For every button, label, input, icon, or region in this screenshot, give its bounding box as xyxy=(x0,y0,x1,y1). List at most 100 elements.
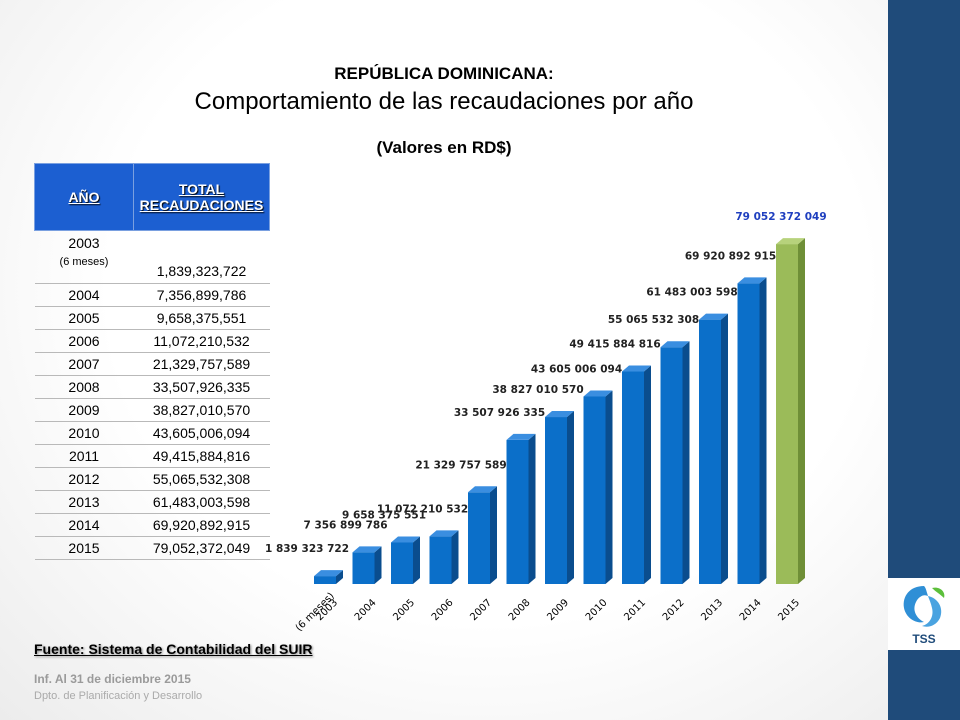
bar-side xyxy=(759,277,767,584)
data-label: 55 065 532 308 xyxy=(608,314,699,326)
bar-front xyxy=(429,536,452,584)
year-note: (6 meses) xyxy=(59,256,109,268)
table-cell-value: 11,072,210,532 xyxy=(133,329,270,353)
table-cell-value: 55,065,532,308 xyxy=(133,467,270,491)
bar-front xyxy=(622,371,644,584)
bar-1 xyxy=(352,546,382,584)
table-cell-year: 2008 xyxy=(34,375,134,399)
year-text: 2005 xyxy=(68,310,100,326)
bar-12 xyxy=(776,238,805,584)
table-row: 2005 9,658,375,551 xyxy=(34,306,270,330)
tss-logo-icon xyxy=(903,586,945,627)
bar-5 xyxy=(506,433,536,584)
data-label: 21 329 757 589 xyxy=(415,459,506,471)
bar-front xyxy=(391,542,413,584)
department-label: Dpto. de Planificación y Desarrollo xyxy=(34,690,203,702)
category-label: 2005 xyxy=(391,597,417,623)
header-year: AÑO xyxy=(34,163,134,231)
bar-8 xyxy=(622,365,651,584)
source-note: Fuente: Sistema de Contabilidad del SUIR xyxy=(34,641,313,657)
bar-front xyxy=(737,283,760,584)
bar-front xyxy=(660,347,683,584)
logo-label: TSS xyxy=(912,632,936,646)
bar-side xyxy=(644,365,651,584)
bar-front xyxy=(699,319,721,584)
data-label: 33 507 926 335 xyxy=(454,407,545,419)
table-cell-year: 2014 xyxy=(34,513,134,537)
bar-front xyxy=(776,244,798,584)
data-label: 1 839 323 722 xyxy=(265,543,349,555)
table-cell-value: 33,507,926,335 xyxy=(133,375,270,399)
table-cell-value: 49,415,884,816 xyxy=(133,444,270,468)
year-text: 2009 xyxy=(68,402,100,418)
table-cell-value: 38,827,010,570 xyxy=(133,398,270,422)
table-row: 2006 11,072,210,532 xyxy=(34,329,270,353)
table-cell-value: 79,052,372,049 xyxy=(133,536,270,560)
table-row: 2012 55,065,532,308 xyxy=(34,467,270,491)
bar-side xyxy=(605,390,613,584)
year-text: 2010 xyxy=(68,425,100,441)
table-cell-value: 1,839,323,722 xyxy=(133,230,270,284)
title-country: REPÚBLICA DOMINICANA: xyxy=(334,64,554,83)
bar-top xyxy=(737,277,767,284)
table-cell-value: 7,356,899,786 xyxy=(133,283,270,307)
year-text: 2012 xyxy=(68,471,100,487)
bar-4 xyxy=(468,486,497,584)
table-cell-year: 2006 xyxy=(34,329,134,353)
table-cell-year: 2005 xyxy=(34,306,134,330)
bar-2 xyxy=(391,536,420,584)
header-total: TOTAL RECAUDACIONES xyxy=(133,163,270,231)
category-label: 2009 xyxy=(545,597,571,623)
data-label: 61 483 003 598 xyxy=(646,287,737,299)
category-label: 2010 xyxy=(584,597,610,623)
table-cell-year: 2004 xyxy=(34,283,134,307)
table-row: 2009 38,827,010,570 xyxy=(34,398,270,422)
category-label: 2015 xyxy=(776,597,802,623)
table-header-row: AÑO TOTAL RECAUDACIONES xyxy=(34,163,270,231)
bar-top xyxy=(699,313,728,320)
bar-0 xyxy=(314,570,343,584)
table-cell-value: 21,329,757,589 xyxy=(133,352,270,376)
category-label: 2006 xyxy=(430,597,456,623)
bar-6 xyxy=(545,411,574,584)
table-row: 2011 49,415,884,816 xyxy=(34,444,270,468)
bar-top xyxy=(391,536,420,543)
table-cell-year: 2003 (6 meses) xyxy=(34,230,134,284)
category-label: 2007 xyxy=(468,597,494,623)
bar-front xyxy=(506,439,529,584)
data-label: 11 072 210 532 xyxy=(377,503,468,515)
bar-7 xyxy=(583,390,613,584)
data-label: 43 605 006 094 xyxy=(531,363,622,375)
bar-9 xyxy=(660,341,690,584)
data-label: 7 356 899 786 xyxy=(303,519,387,531)
bar-side xyxy=(798,238,805,584)
category-label: 2011 xyxy=(622,597,648,623)
table-cell-year: 2015 xyxy=(34,536,134,560)
bar-side xyxy=(490,486,497,584)
bar-top xyxy=(660,341,690,348)
units-subtitle: (Valores en RD$) xyxy=(376,138,512,157)
table-row: 2014 69,920,892,915 xyxy=(34,513,270,537)
category-label: 2013 xyxy=(699,597,725,623)
bar-11 xyxy=(737,277,767,584)
year-text: 2004 xyxy=(68,287,100,303)
bar-side xyxy=(413,536,420,584)
year-text: 2013 xyxy=(68,494,100,510)
table-cell-year: 2009 xyxy=(34,398,134,422)
table-body: 2003 (6 meses) 1,839,323,722 2004 7,356,899,… xyxy=(34,230,270,560)
year-text: 2007 xyxy=(68,356,100,372)
table-cell-value: 9,658,375,551 xyxy=(133,306,270,330)
table-cell-value: 43,605,006,094 xyxy=(133,421,270,445)
category-label: 2008 xyxy=(507,597,533,623)
bar-10 xyxy=(699,313,728,584)
bar-top xyxy=(506,433,536,440)
bar-side xyxy=(336,570,343,584)
data-label: 9 658 375 551 xyxy=(342,509,426,521)
year-text: 2008 xyxy=(68,379,100,395)
table-cell-year: 2012 xyxy=(34,467,134,491)
bar-3 xyxy=(429,530,459,584)
data-label: 79 052 372 049 xyxy=(735,211,826,223)
year-text: 2014 xyxy=(68,517,100,533)
table-row: 2007 21,329,757,589 xyxy=(34,352,270,376)
